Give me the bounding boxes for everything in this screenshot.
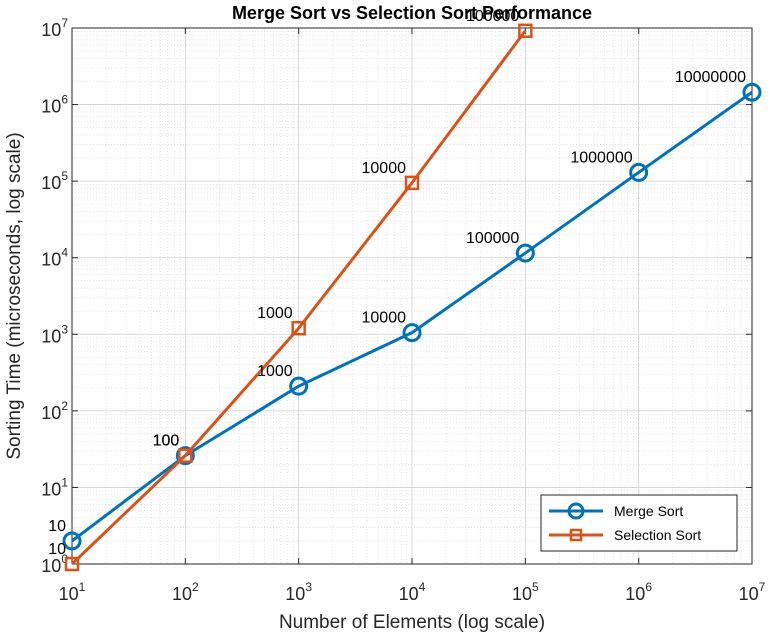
marker-point (742, 82, 762, 102)
data-label: 10000000 (675, 69, 746, 86)
chart-title: Merge Sort vs Selection Sort Performance (232, 3, 592, 23)
y-tick-label: 101 (41, 475, 68, 499)
x-tick-label: 105 (512, 580, 539, 604)
data-label: 1000000 (570, 149, 632, 166)
data-labels: 10 100 1000 10000 100000 1000000 10000000 10 100… (48, 8, 746, 558)
marker-point (402, 323, 422, 343)
legend-marker (567, 502, 585, 520)
data-label: 100 (153, 433, 180, 450)
y-tick-label: 102 (41, 399, 68, 423)
axis-ticks: 101 102 103 104 105 106 107 100 101 102 103 104 105 1… (41, 16, 765, 604)
x-tick-label: 103 (285, 580, 312, 604)
marker-point (515, 243, 535, 263)
y-tick-label: 107 (41, 16, 68, 40)
x-tick-label: 101 (59, 580, 86, 604)
data-label: 10000 (362, 310, 407, 327)
x-axis-label: Number of Elements (log scale) (279, 612, 545, 633)
marker-point (629, 162, 649, 182)
legend: Merge Sort Selection Sort (540, 494, 738, 552)
y-tick-label: 106 (41, 93, 68, 117)
legend-label: Merge Sort (614, 503, 683, 519)
data-label: 10 (48, 518, 66, 535)
legend-marker (569, 528, 583, 542)
marker-point (178, 448, 193, 463)
data-label: 1000 (257, 363, 293, 380)
marker-point (64, 556, 80, 572)
y-axis-label: Sorting Time (microseconds, log scale) (4, 132, 25, 459)
marker-point (62, 531, 82, 551)
data-label: 10000 (362, 160, 407, 177)
legend-label: Selection Sort (614, 527, 701, 543)
y-tick-label: 103 (41, 322, 68, 346)
data-label: 10 (48, 541, 66, 558)
series-line-1 (70, 29, 527, 566)
data-label: 100 (153, 433, 180, 450)
data-label: 100000 (466, 230, 519, 247)
y-tick-label: 104 (41, 246, 68, 270)
data-label: 1000 (257, 305, 293, 322)
x-tick-label: 104 (399, 580, 426, 604)
x-tick-label: 102 (172, 580, 199, 604)
marker-point (175, 446, 195, 466)
marker-point (291, 320, 306, 336)
x-tick-label: 107 (739, 580, 766, 604)
y-tick-label: 105 (41, 169, 68, 193)
marker-point (289, 376, 309, 396)
marker-point (518, 23, 533, 39)
marker-point (404, 175, 420, 191)
series-layer (62, 23, 762, 572)
x-tick-label: 106 (625, 580, 652, 604)
data-label: 100000 (466, 8, 519, 25)
